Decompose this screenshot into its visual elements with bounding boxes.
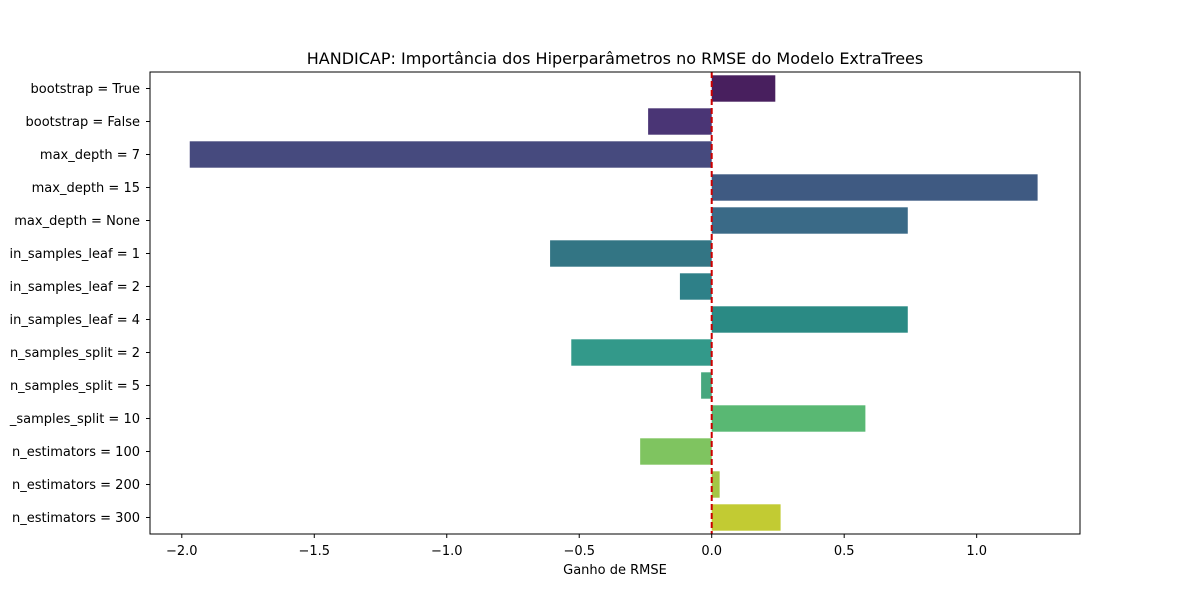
x-tick-label: −2.0	[166, 544, 198, 559]
x-tick-label: 1.0	[966, 544, 987, 559]
bar	[711, 174, 1038, 201]
y-tick-label: n_samples_split = 2	[10, 346, 140, 361]
x-tick-label: −1.5	[298, 544, 330, 559]
x-tick-label: 0.5	[834, 544, 855, 559]
y-tick-label: _samples_split = 10	[9, 412, 140, 427]
chart-title: HANDICAP: Importância dos Hiperparâmetro…	[307, 49, 923, 68]
y-tick-label: in_samples_leaf = 2	[10, 280, 140, 295]
bar	[711, 504, 781, 531]
y-tick-label: bootstrap = False	[26, 115, 140, 130]
bar	[679, 273, 712, 300]
bar	[571, 339, 712, 366]
bars-group	[189, 75, 1038, 531]
y-tick-label: n_estimators = 200	[12, 478, 140, 493]
x-tick-label: 0.0	[701, 544, 722, 559]
x-tick-label: −1.0	[431, 544, 463, 559]
bar	[711, 207, 908, 234]
bar	[701, 372, 712, 399]
y-tick-label: max_depth = 7	[40, 148, 140, 163]
bar	[711, 75, 776, 102]
y-tick-label: max_depth = 15	[32, 181, 140, 196]
bar	[640, 438, 712, 465]
x-axis-label: Ganho de RMSE	[563, 563, 667, 578]
y-tick-label: in_samples_leaf = 1	[10, 247, 140, 262]
x-tick-label: −0.5	[563, 544, 595, 559]
bar	[550, 240, 712, 267]
y-axis: bootstrap = True bootstrap = False max_dep…	[9, 82, 150, 526]
bar	[711, 471, 720, 498]
y-tick-label: n_estimators = 100	[12, 445, 140, 460]
plot-frame	[149, 71, 1081, 535]
bar	[189, 141, 712, 168]
y-tick-label: in_samples_leaf = 4	[10, 313, 140, 328]
y-tick-label: n_estimators = 300	[12, 511, 140, 526]
y-tick-label: max_depth = None	[14, 214, 140, 229]
bar	[711, 306, 908, 333]
bar	[648, 108, 712, 135]
bar	[711, 405, 866, 432]
x-axis: −2.0 −1.5 −1.0 −0.5 0.0 0.5 1.0	[166, 534, 987, 559]
y-tick-label: bootstrap = True	[31, 82, 140, 97]
y-tick-label: n_samples_split = 5	[10, 379, 140, 394]
